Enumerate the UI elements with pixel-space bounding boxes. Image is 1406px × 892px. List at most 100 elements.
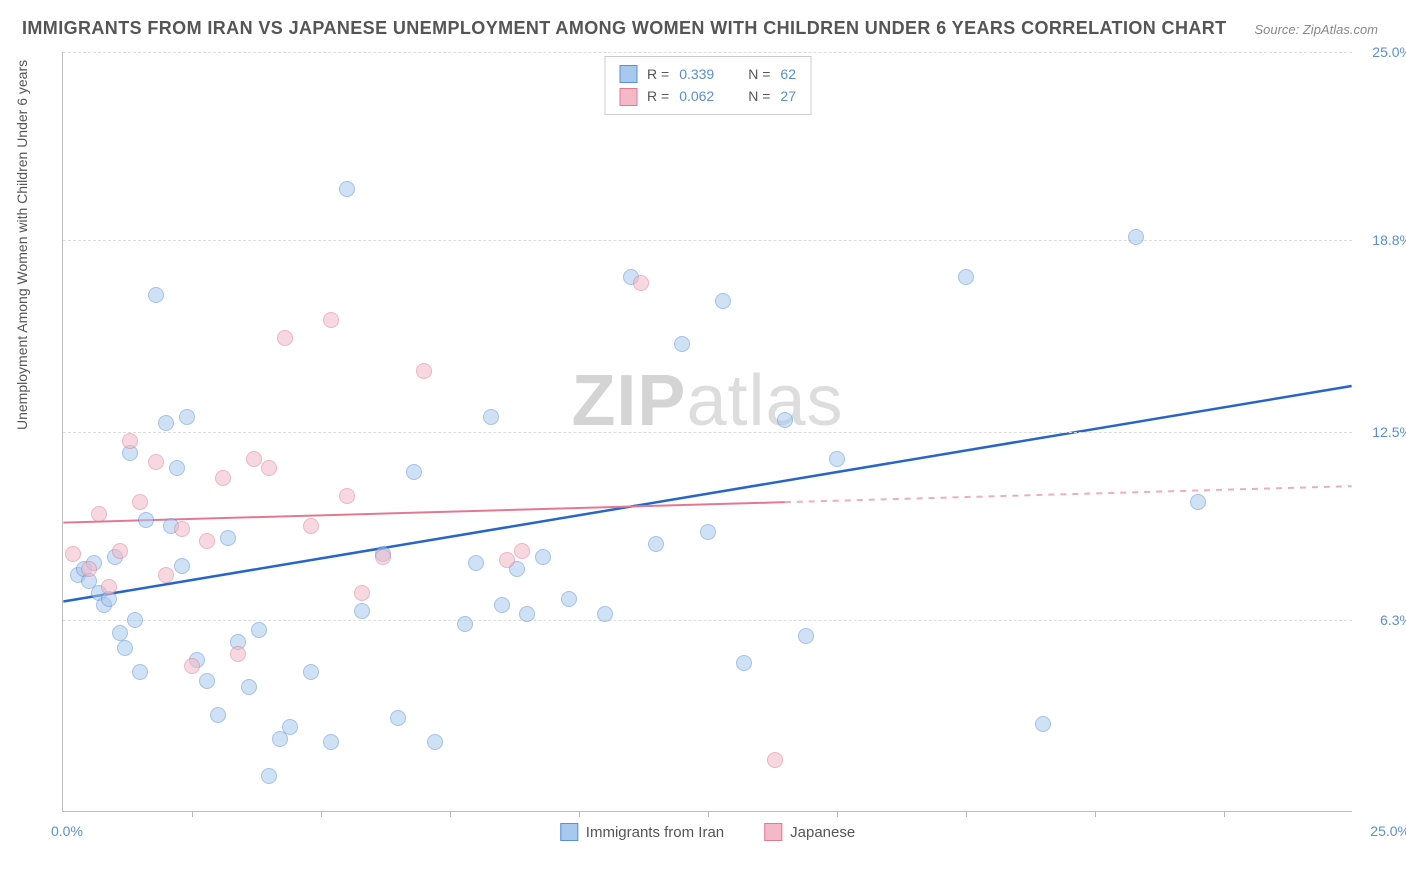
series-legend-label: Immigrants from Iran (586, 824, 724, 841)
data-point (210, 707, 226, 723)
data-point (220, 530, 236, 546)
data-point (101, 579, 117, 595)
data-point (303, 664, 319, 680)
legend-r-value: 0.339 (679, 63, 714, 85)
x-axis-tick-min: 0.0% (51, 823, 83, 839)
data-point (174, 558, 190, 574)
legend-swatch (619, 88, 637, 106)
data-point (390, 710, 406, 726)
data-point (339, 488, 355, 504)
y-axis-tick: 6.3% (1380, 612, 1406, 628)
data-point (117, 640, 133, 656)
gridline-h (63, 432, 1352, 433)
data-point (1035, 716, 1051, 732)
data-point (535, 549, 551, 565)
x-axis-tick-mark (966, 811, 967, 817)
x-axis-tick-mark (1224, 811, 1225, 817)
legend-n-label: N = (748, 85, 770, 107)
y-axis-label: Unemployment Among Women with Children U… (14, 60, 30, 430)
data-point (416, 363, 432, 379)
data-point (427, 734, 443, 750)
data-point (958, 269, 974, 285)
data-point (251, 622, 267, 638)
data-point (468, 555, 484, 571)
x-axis-tick-mark (192, 811, 193, 817)
legend-row: R = 0.062 N = 27 (619, 85, 796, 107)
data-point (323, 734, 339, 750)
data-point (169, 460, 185, 476)
legend-row: R = 0.339N = 62 (619, 63, 796, 85)
data-point (112, 625, 128, 641)
chart-title: IMMIGRANTS FROM IRAN VS JAPANESE UNEMPLO… (22, 18, 1227, 39)
data-point (132, 664, 148, 680)
data-point (132, 494, 148, 510)
data-point (199, 673, 215, 689)
x-axis-tick-mark (1095, 811, 1096, 817)
data-point (246, 451, 262, 467)
data-point (777, 412, 793, 428)
data-point (700, 524, 716, 540)
data-point (648, 536, 664, 552)
data-point (158, 415, 174, 431)
legend-n-value: 27 (780, 85, 796, 107)
data-point (261, 768, 277, 784)
data-point (148, 287, 164, 303)
watermark-zip: ZIP (571, 361, 686, 441)
watermark-atlas: atlas (686, 361, 843, 441)
data-point (261, 460, 277, 476)
data-point (303, 518, 319, 534)
data-point (798, 628, 814, 644)
data-point (406, 464, 422, 480)
data-point (184, 658, 200, 674)
data-point (736, 655, 752, 671)
x-axis-tick-mark (708, 811, 709, 817)
data-point (241, 679, 257, 695)
gridline-h (63, 240, 1352, 241)
data-point (323, 312, 339, 328)
data-point (519, 606, 535, 622)
data-point (339, 181, 355, 197)
legend-r-label: R = (647, 63, 669, 85)
data-point (81, 561, 97, 577)
x-axis-tick-mark (837, 811, 838, 817)
legend-r-value: 0.062 (679, 85, 714, 107)
data-point (215, 470, 231, 486)
series-legend-label: Japanese (790, 824, 855, 841)
data-point (483, 409, 499, 425)
trend-line-dashed (785, 486, 1352, 502)
data-point (179, 409, 195, 425)
trend-line (63, 386, 1351, 602)
data-point (829, 451, 845, 467)
data-point (122, 433, 138, 449)
data-point (767, 752, 783, 768)
data-point (174, 521, 190, 537)
y-axis-tick: 25.0% (1372, 44, 1406, 60)
data-point (514, 543, 530, 559)
data-point (91, 506, 107, 522)
watermark: ZIPatlas (571, 360, 843, 442)
data-point (230, 646, 246, 662)
data-point (1190, 494, 1206, 510)
data-point (282, 719, 298, 735)
y-axis-tick: 12.5% (1372, 424, 1406, 440)
data-point (158, 567, 174, 583)
data-point (127, 612, 143, 628)
data-point (277, 330, 293, 346)
series-legend-item: Japanese (764, 823, 855, 841)
legend-swatch (560, 823, 578, 841)
data-point (597, 606, 613, 622)
series-legend: Immigrants from Iran Japanese (560, 823, 855, 841)
data-point (457, 616, 473, 632)
legend-swatch (764, 823, 782, 841)
x-axis-tick-mark (450, 811, 451, 817)
x-axis-tick-max: 25.0% (1370, 823, 1406, 839)
data-point (112, 543, 128, 559)
x-axis-tick-mark (321, 811, 322, 817)
data-point (494, 597, 510, 613)
correlation-legend: R = 0.339N = 62R = 0.062 N = 27 (604, 56, 811, 115)
data-point (65, 546, 81, 562)
source-attribution: Source: ZipAtlas.com (1254, 22, 1378, 37)
legend-r-label: R = (647, 85, 669, 107)
data-point (354, 603, 370, 619)
data-point (633, 275, 649, 291)
